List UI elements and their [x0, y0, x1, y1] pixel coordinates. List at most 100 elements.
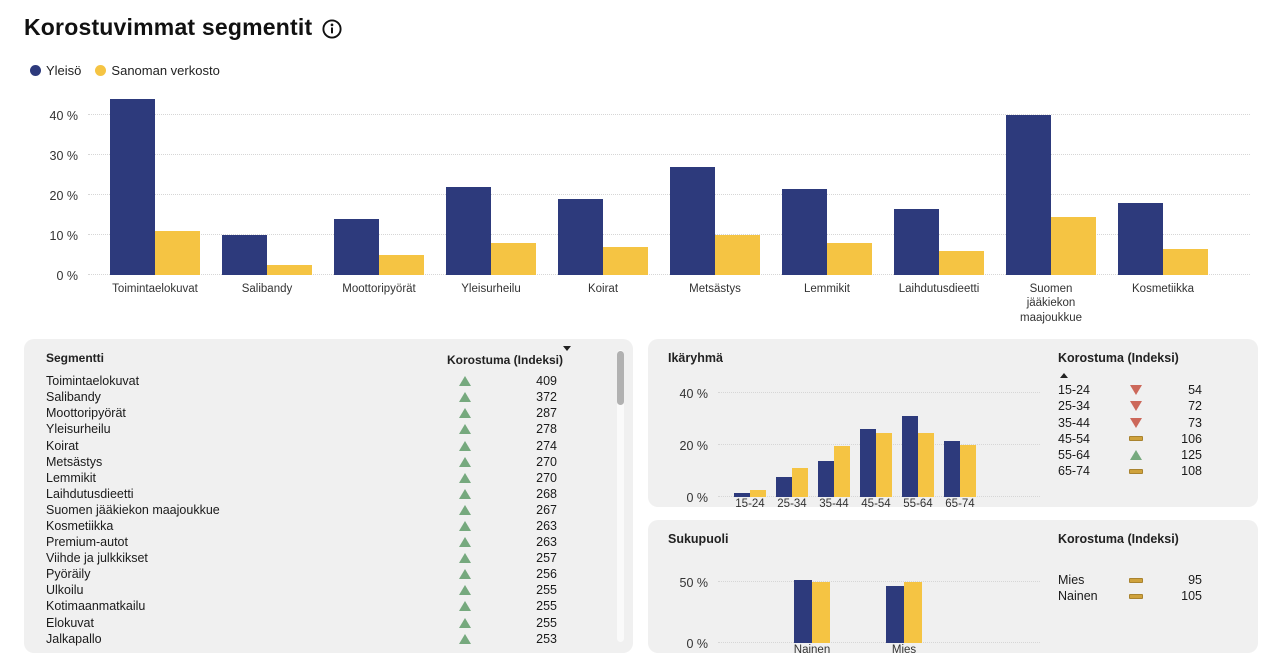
age-index-row[interactable]: 65-74 108	[1058, 463, 1214, 479]
table-row[interactable]: Kosmetiikka 263	[46, 518, 557, 534]
table-row[interactable]: Laihdutusdieetti 268	[46, 486, 557, 502]
table-row[interactable]: Toimintaelokuvat 409	[46, 373, 557, 389]
table-row[interactable]: Pyöräily 256	[46, 566, 557, 582]
bar-sanoman-verkosto[interactable]	[827, 243, 872, 275]
age-panel: Ikäryhmä 40 % 20 % 0 % 15-24 25-34 35-44 45-5…	[648, 339, 1258, 510]
sort-descending-icon[interactable]	[563, 346, 572, 369]
table-row[interactable]: Viihde ja julkkikset 257	[46, 550, 557, 566]
age-index-row[interactable]: 25-34 72	[1058, 398, 1214, 414]
table-row[interactable]: Suomen jääkiekon maajoukkue 267	[46, 502, 557, 518]
scrollbar-track[interactable]	[617, 350, 624, 643]
bar-yleiso[interactable]	[782, 189, 827, 275]
trend-icon-cell	[453, 633, 477, 644]
bar-sanoman-verkosto[interactable]	[267, 265, 312, 275]
bar-groups	[718, 576, 1040, 644]
bar-yleiso[interactable]	[1118, 203, 1163, 275]
y-axis-tick: 20 %	[49, 189, 79, 203]
bar-yleiso[interactable]	[944, 441, 960, 498]
bar-sanoman-verkosto[interactable]	[960, 445, 976, 498]
bar-sanoman-verkosto[interactable]	[876, 433, 892, 498]
bar-yleiso[interactable]	[222, 235, 267, 275]
trend-up-icon	[459, 633, 471, 644]
column-header-index[interactable]: Korostuma (Indeksi)	[447, 346, 572, 369]
table-row[interactable]: Moottoripyörät 287	[46, 405, 557, 421]
bar-yleiso[interactable]	[734, 493, 750, 498]
age-index-row[interactable]: 15-24 54	[1058, 382, 1214, 398]
bar-sanoman-verkosto[interactable]	[792, 468, 808, 498]
category-label: Toimintaelokuvat	[112, 283, 198, 295]
gender-index-row[interactable]: Mies 95	[1058, 572, 1214, 588]
row-label: Mies	[1058, 573, 1085, 588]
bar-sanoman-verkosto[interactable]	[1163, 249, 1208, 275]
column-header-segment[interactable]: Segmentti	[46, 351, 105, 366]
trend-up-icon	[459, 504, 471, 515]
scrollbar-thumb[interactable]	[617, 351, 624, 406]
age-index-row[interactable]: 45-54 106	[1058, 431, 1214, 447]
trend-icon-cell	[453, 424, 477, 435]
bar-yleiso[interactable]	[446, 187, 491, 275]
table-row[interactable]: Jalkapallo 253	[46, 631, 557, 647]
bar-sanoman-verkosto[interactable]	[715, 235, 760, 275]
bar-yleiso[interactable]	[794, 580, 812, 644]
table-row[interactable]: Salibandy 372	[46, 389, 557, 405]
bar-yleiso[interactable]	[860, 429, 876, 498]
bar-yleiso[interactable]	[558, 199, 603, 275]
age-index-row[interactable]: 35-44 73	[1058, 415, 1214, 431]
category-label: 15-24	[735, 498, 765, 511]
legend-item-yleiso[interactable]: Yleisö	[30, 63, 81, 78]
row-value: 253	[536, 631, 557, 646]
bar-sanoman-verkosto[interactable]	[379, 255, 424, 275]
bar-sanoman-verkosto[interactable]	[812, 582, 830, 644]
bar-yleiso[interactable]	[776, 477, 792, 498]
bar-sanoman-verkosto[interactable]	[491, 243, 536, 275]
bar-sanoman-verkosto[interactable]	[834, 446, 850, 498]
table-row[interactable]: Yleisurheilu 278	[46, 421, 557, 437]
info-icon[interactable]	[322, 18, 342, 39]
table-row[interactable]: Kotimaanmatkailu 255	[46, 598, 557, 614]
sort-ascending-icon[interactable]	[1060, 373, 1068, 379]
bar-group	[902, 416, 934, 498]
table-row[interactable]: Premium-autot 263	[46, 534, 557, 550]
trend-icon-cell	[453, 617, 477, 628]
table-row[interactable]: Lemmikit 270	[46, 470, 557, 486]
bar-yleiso[interactable]	[670, 167, 715, 275]
bar-sanoman-verkosto[interactable]	[155, 231, 200, 275]
table-row[interactable]: Elokuvat 255	[46, 615, 557, 631]
row-label: 25-34	[1058, 399, 1090, 414]
bar-yleiso[interactable]	[886, 586, 904, 644]
gender-index-row[interactable]: Nainen 105	[1058, 588, 1214, 604]
bar-sanoman-verkosto[interactable]	[750, 490, 766, 498]
bar-yleiso[interactable]	[334, 219, 379, 275]
age-index-header[interactable]: Korostuma (Indeksi)	[1058, 351, 1179, 366]
age-index-row[interactable]: 55-64 125	[1058, 447, 1214, 463]
bar-sanoman-verkosto[interactable]	[918, 433, 934, 498]
legend-item-sanoman-verkosto[interactable]: Sanoman verkosto	[95, 63, 220, 78]
gender-index-header[interactable]: Korostuma (Indeksi)	[1058, 532, 1179, 547]
bar-group	[110, 99, 200, 275]
bar-yleiso[interactable]	[818, 461, 834, 498]
table-row[interactable]: Metsästys 270	[46, 454, 557, 470]
row-value: 268	[536, 486, 557, 501]
row-label: Premium-autot	[46, 535, 128, 550]
category-label: Laihdutusdieetti	[898, 283, 980, 295]
age-x-axis: 15-24 25-34 35-44 45-54 55-64 65-74	[718, 497, 1040, 511]
gridline	[88, 194, 1250, 195]
gender-index-zone: Korostuma (Indeksi) Mies 95 Nainen 105	[1058, 520, 1258, 653]
bar-yleiso[interactable]	[894, 209, 939, 275]
bar-yleiso[interactable]	[902, 416, 918, 498]
bar-sanoman-verkosto[interactable]	[1051, 217, 1096, 275]
trend-up-icon	[459, 617, 471, 628]
trend-up-icon	[459, 553, 471, 564]
row-label: Moottoripyörät	[46, 406, 126, 421]
bar-sanoman-verkosto[interactable]	[939, 251, 984, 275]
bar-sanoman-verkosto[interactable]	[904, 582, 922, 644]
trend-icon-cell	[1114, 401, 1158, 412]
table-row[interactable]: Ulkoilu 255	[46, 582, 557, 598]
trend-icon-cell	[453, 553, 477, 564]
bar-yleiso[interactable]	[1006, 115, 1051, 275]
bar-sanoman-verkosto[interactable]	[603, 247, 648, 275]
trend-flat-icon	[1129, 436, 1143, 442]
trend-up-icon	[459, 440, 471, 451]
table-row[interactable]: Koirat 274	[46, 438, 557, 454]
bar-yleiso[interactable]	[110, 99, 155, 275]
